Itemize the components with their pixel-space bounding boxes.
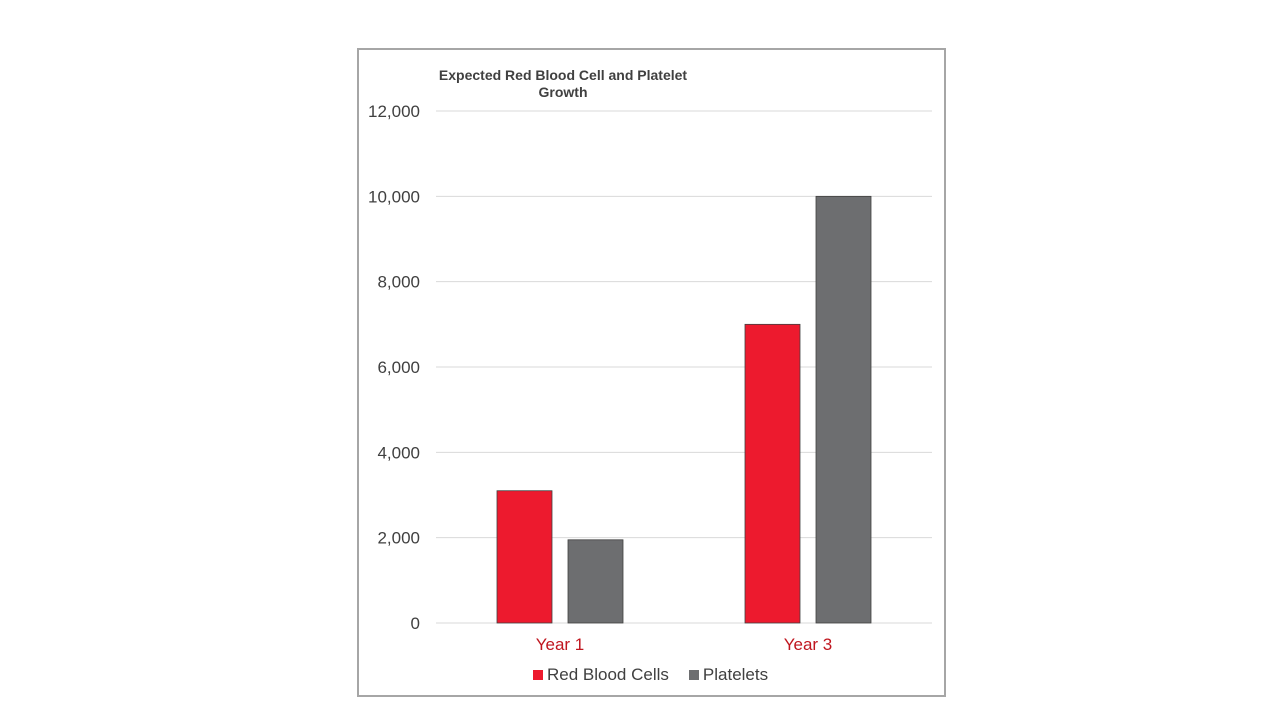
legend-item-red-blood-cells: Red Blood Cells [533,665,669,685]
chart-title: Expected Red Blood Cell and Platelet Gro… [438,67,688,100]
legend-label-red-blood-cells: Red Blood Cells [547,665,669,684]
legend-item-platelets: Platelets [688,665,769,685]
x-axis-category-labels: Year 1 Year 3 [536,635,833,654]
legend-swatch-red-blood-cells [533,670,543,680]
bar-platelets-year-1 [567,539,624,624]
legend-swatch-platelets [688,670,699,680]
y-tick-label: 2,000 [377,529,420,548]
bar-red-blood-cells-year-1 [496,490,553,624]
legend: Red Blood Cells Platelets [533,665,768,685]
y-tick-label: 0 [411,614,420,633]
bar-platelets-year-3 [815,195,872,624]
y-tick-label: 12,000 [368,102,420,121]
legend-label-platelets: Platelets [702,665,769,684]
bar-red-blood-cells-year-3 [744,323,801,624]
y-tick-label: 6,000 [377,358,420,377]
y-axis-tick-labels: 0 2,000 4,000 6,000 8,000 10,000 12,000 [368,102,420,633]
y-tick-label: 4,000 [377,443,420,462]
bars [496,195,872,624]
y-tick-label: 10,000 [368,187,420,206]
y-tick-label: 8,000 [377,273,420,292]
x-category-label: Year 1 [536,635,585,654]
x-category-label: Year 3 [784,635,833,654]
